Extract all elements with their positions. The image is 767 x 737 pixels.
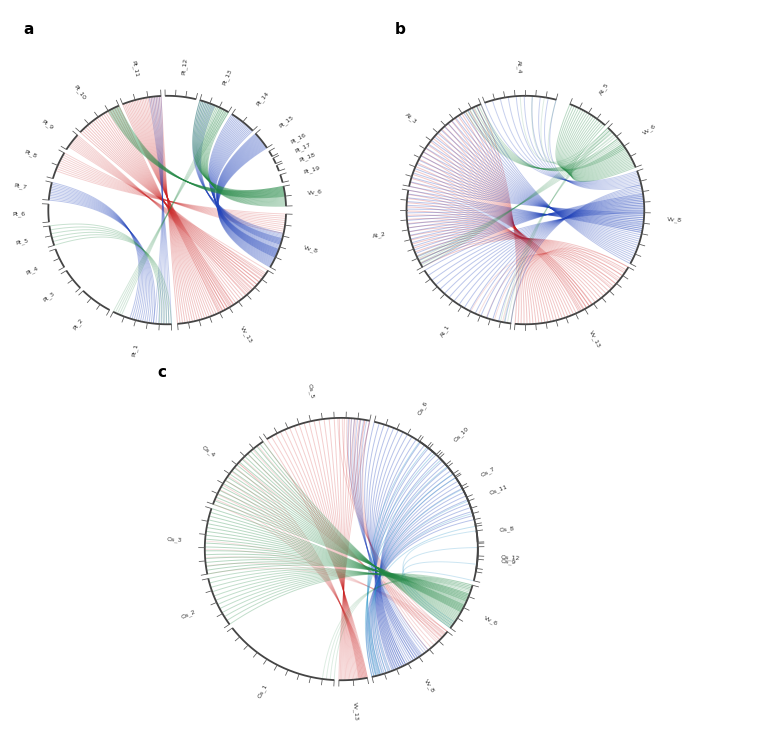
Text: Pt_7: Pt_7 xyxy=(14,183,28,190)
Text: Vv_13: Vv_13 xyxy=(239,325,254,344)
Text: Os_10: Os_10 xyxy=(452,425,469,443)
Text: Os_12: Os_12 xyxy=(501,554,520,561)
Text: Pt_14: Pt_14 xyxy=(255,90,271,107)
Text: At_3: At_3 xyxy=(404,111,419,125)
Text: Vv_8: Vv_8 xyxy=(667,217,682,223)
Text: Pt_8: Pt_8 xyxy=(24,149,38,159)
Text: Os_5: Os_5 xyxy=(307,383,315,399)
Text: Os_8: Os_8 xyxy=(499,525,515,533)
Text: Vv_13: Vv_13 xyxy=(352,702,360,721)
Text: b: b xyxy=(395,22,406,37)
Text: Vv_8: Vv_8 xyxy=(303,245,319,254)
Text: c: c xyxy=(157,365,166,380)
Text: Pt_9: Pt_9 xyxy=(41,119,54,131)
Text: Pt_3: Pt_3 xyxy=(42,291,56,304)
Text: Vv_6: Vv_6 xyxy=(482,615,499,626)
Text: At_5: At_5 xyxy=(598,81,611,96)
Text: Pt_11: Pt_11 xyxy=(130,60,140,77)
Text: Os_11: Os_11 xyxy=(489,483,509,495)
Text: At_4: At_4 xyxy=(515,60,522,74)
Text: Os_9: Os_9 xyxy=(500,558,516,565)
Text: Vv_6: Vv_6 xyxy=(641,123,657,136)
Text: Os_2: Os_2 xyxy=(180,609,196,621)
Text: Pt_19: Pt_19 xyxy=(303,165,321,175)
Text: Vv_13: Vv_13 xyxy=(588,329,602,349)
Text: Pt_15: Pt_15 xyxy=(278,114,295,129)
Text: Pt_12: Pt_12 xyxy=(180,57,188,75)
Text: Os_7: Os_7 xyxy=(480,466,496,478)
Text: Os_3: Os_3 xyxy=(166,536,183,542)
Text: Pt_6: Pt_6 xyxy=(12,211,25,217)
Text: Pt_4: Pt_4 xyxy=(25,265,40,276)
Text: Pt_2: Pt_2 xyxy=(71,317,84,331)
Text: Vv_8: Vv_8 xyxy=(423,677,436,694)
Text: Os_1: Os_1 xyxy=(257,683,269,699)
Text: Pt_10: Pt_10 xyxy=(73,83,87,101)
Text: Pt_5: Pt_5 xyxy=(15,238,30,246)
Text: Pt_13: Pt_13 xyxy=(221,68,233,86)
Text: Pt_18: Pt_18 xyxy=(298,151,316,163)
Text: At_1: At_1 xyxy=(439,324,452,338)
Text: Vv_6: Vv_6 xyxy=(308,189,323,196)
Text: At_2: At_2 xyxy=(372,231,386,239)
Text: Pt_17: Pt_17 xyxy=(294,142,312,154)
Text: Pt_1: Pt_1 xyxy=(131,343,140,357)
Text: Pt_16: Pt_16 xyxy=(289,132,307,145)
Text: Os_6: Os_6 xyxy=(416,400,429,416)
Text: Os_4: Os_4 xyxy=(201,444,216,458)
Text: a: a xyxy=(23,22,34,37)
